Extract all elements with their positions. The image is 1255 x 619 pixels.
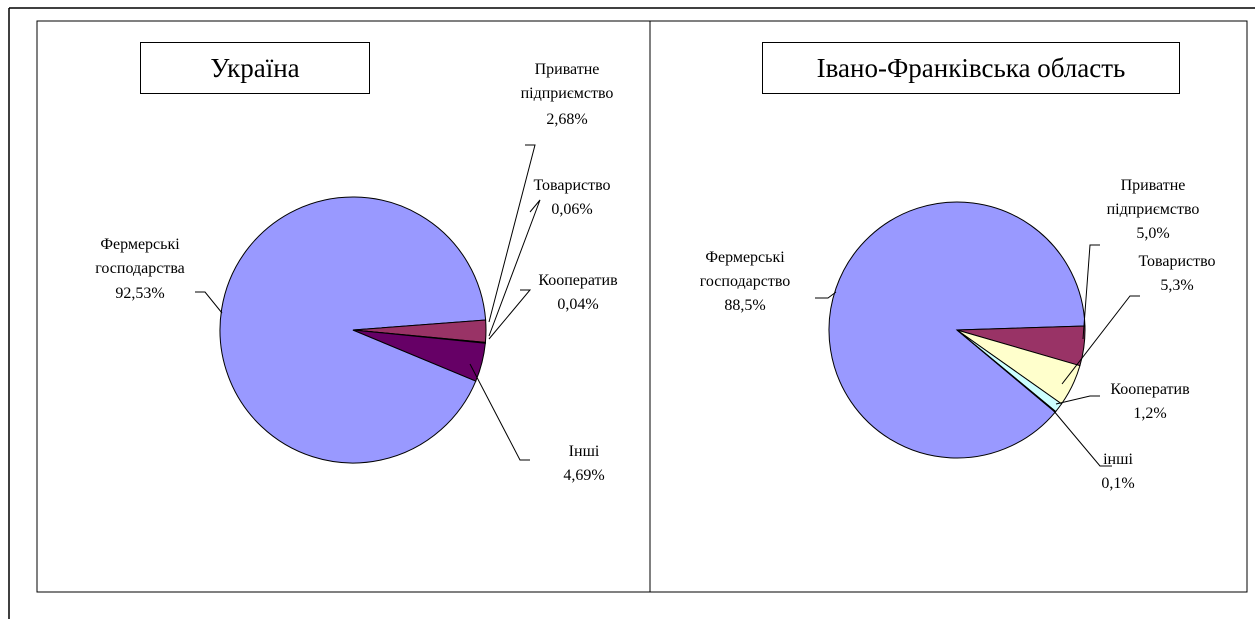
slice-label: Фермерські господарство	[699, 249, 791, 290]
leader-line	[488, 144, 536, 323]
slice-label: Кооператив	[538, 272, 618, 289]
chart-title: Івано-Франківська область	[762, 42, 1180, 94]
slice-value-label: 2,68%	[546, 111, 588, 128]
pie-slice	[219, 196, 487, 464]
slice-value-label: 4,69%	[563, 467, 605, 484]
leader-line	[1061, 295, 1140, 385]
leader-line	[1052, 409, 1112, 467]
leader-line	[195, 291, 223, 314]
slice-label: Кооператив	[1110, 381, 1190, 398]
slice-label: Інші	[568, 443, 600, 460]
leader-line	[1055, 395, 1100, 405]
slice-label: Товариство	[1138, 253, 1216, 270]
slice-label: Фермерські господарства	[95, 236, 185, 277]
slice-value-label: 0,06%	[551, 201, 593, 218]
chart-title: Україна	[140, 42, 370, 94]
slice-value-label: 92,53%	[115, 285, 165, 302]
leader-line	[1082, 244, 1100, 340]
slice-label: Приватне підприємство	[1106, 177, 1200, 218]
leader-line	[488, 199, 541, 337]
leader-line	[469, 363, 530, 461]
leader-line	[815, 291, 837, 299]
slice-value-label: 0,1%	[1101, 475, 1135, 492]
slice-value-label: 5,0%	[1136, 225, 1170, 242]
slice-value-label: 5,3%	[1160, 277, 1194, 294]
slice-value-label: 88,5%	[724, 297, 766, 314]
plot-frame	[36, 20, 1248, 593]
slice-label: інші	[1103, 451, 1133, 468]
slice-value-label: 1,2%	[1133, 405, 1167, 422]
slice-label: Приватне підприємство	[520, 61, 614, 102]
slice-label: Товариство	[533, 177, 611, 194]
slice-value-label: 0,04%	[557, 296, 599, 313]
leader-line	[488, 289, 532, 340]
pie-slice	[352, 329, 486, 382]
